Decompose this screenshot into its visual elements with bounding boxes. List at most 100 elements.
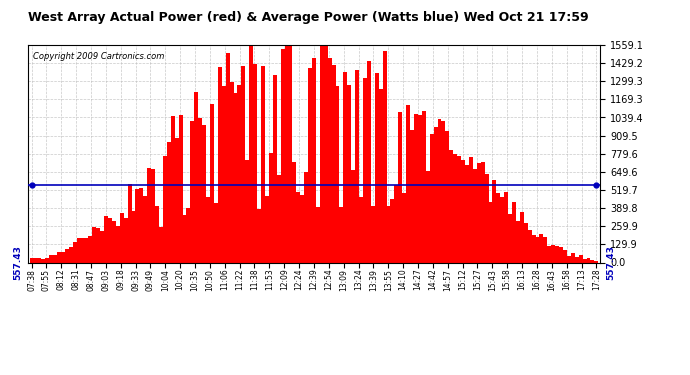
Bar: [241, 66, 246, 262]
Bar: [41, 259, 46, 262]
Bar: [265, 196, 269, 262]
Bar: [34, 258, 37, 262]
Bar: [395, 185, 398, 262]
Bar: [402, 193, 406, 262]
Bar: [300, 195, 304, 262]
Bar: [516, 221, 520, 262]
Bar: [53, 255, 57, 262]
Bar: [261, 66, 265, 262]
Bar: [183, 214, 186, 262]
Bar: [386, 206, 391, 262]
Bar: [246, 160, 249, 262]
Bar: [120, 213, 124, 262]
Bar: [151, 169, 155, 262]
Bar: [371, 206, 375, 262]
Bar: [535, 237, 540, 262]
Bar: [469, 157, 473, 262]
Bar: [453, 154, 457, 262]
Bar: [579, 255, 582, 262]
Bar: [347, 85, 351, 262]
Bar: [484, 174, 489, 262]
Bar: [344, 72, 347, 262]
Bar: [179, 115, 183, 262]
Bar: [339, 207, 344, 262]
Bar: [461, 159, 465, 262]
Bar: [414, 114, 418, 262]
Bar: [540, 234, 544, 262]
Bar: [49, 255, 53, 262]
Bar: [81, 238, 84, 262]
Bar: [445, 130, 449, 262]
Bar: [351, 170, 355, 262]
Bar: [163, 156, 167, 262]
Bar: [77, 238, 81, 262]
Bar: [591, 260, 594, 262]
Bar: [167, 142, 170, 262]
Bar: [559, 247, 563, 262]
Bar: [359, 197, 363, 262]
Bar: [61, 252, 65, 262]
Bar: [132, 211, 135, 262]
Bar: [547, 246, 551, 262]
Bar: [457, 156, 461, 262]
Bar: [504, 192, 508, 262]
Bar: [582, 259, 586, 262]
Bar: [57, 252, 61, 262]
Bar: [257, 209, 261, 262]
Bar: [100, 231, 104, 262]
Bar: [128, 184, 132, 262]
Bar: [195, 92, 198, 262]
Text: 557.43: 557.43: [13, 245, 22, 280]
Bar: [398, 112, 402, 262]
Bar: [108, 218, 112, 262]
Bar: [328, 58, 332, 262]
Bar: [124, 218, 128, 262]
Bar: [159, 227, 163, 262]
Bar: [96, 228, 100, 262]
Bar: [367, 61, 371, 262]
Bar: [422, 111, 426, 262]
Bar: [269, 153, 273, 262]
Bar: [65, 249, 69, 262]
Bar: [277, 176, 281, 262]
Bar: [473, 169, 477, 262]
Bar: [304, 172, 308, 262]
Bar: [375, 73, 379, 262]
Bar: [293, 162, 296, 262]
Bar: [186, 209, 190, 262]
Bar: [500, 197, 504, 262]
Bar: [442, 121, 445, 262]
Bar: [512, 202, 516, 262]
Bar: [198, 118, 202, 262]
Bar: [391, 199, 395, 262]
Bar: [437, 120, 442, 262]
Bar: [210, 104, 214, 262]
Bar: [594, 261, 598, 262]
Bar: [221, 86, 226, 262]
Bar: [226, 53, 230, 262]
Bar: [355, 70, 359, 262]
Bar: [230, 82, 233, 262]
Bar: [528, 230, 532, 262]
Bar: [214, 202, 218, 262]
Bar: [116, 226, 120, 262]
Bar: [532, 235, 535, 262]
Bar: [37, 258, 41, 262]
Bar: [281, 49, 284, 262]
Bar: [430, 134, 433, 262]
Bar: [237, 85, 242, 262]
Bar: [206, 197, 210, 262]
Bar: [155, 206, 159, 262]
Bar: [551, 245, 555, 262]
Bar: [563, 250, 567, 262]
Bar: [410, 130, 414, 262]
Bar: [69, 247, 72, 262]
Bar: [233, 93, 237, 262]
Bar: [382, 51, 386, 262]
Bar: [30, 258, 34, 262]
Bar: [88, 236, 92, 262]
Bar: [324, 45, 328, 262]
Bar: [575, 257, 579, 262]
Bar: [308, 69, 312, 262]
Bar: [249, 45, 253, 262]
